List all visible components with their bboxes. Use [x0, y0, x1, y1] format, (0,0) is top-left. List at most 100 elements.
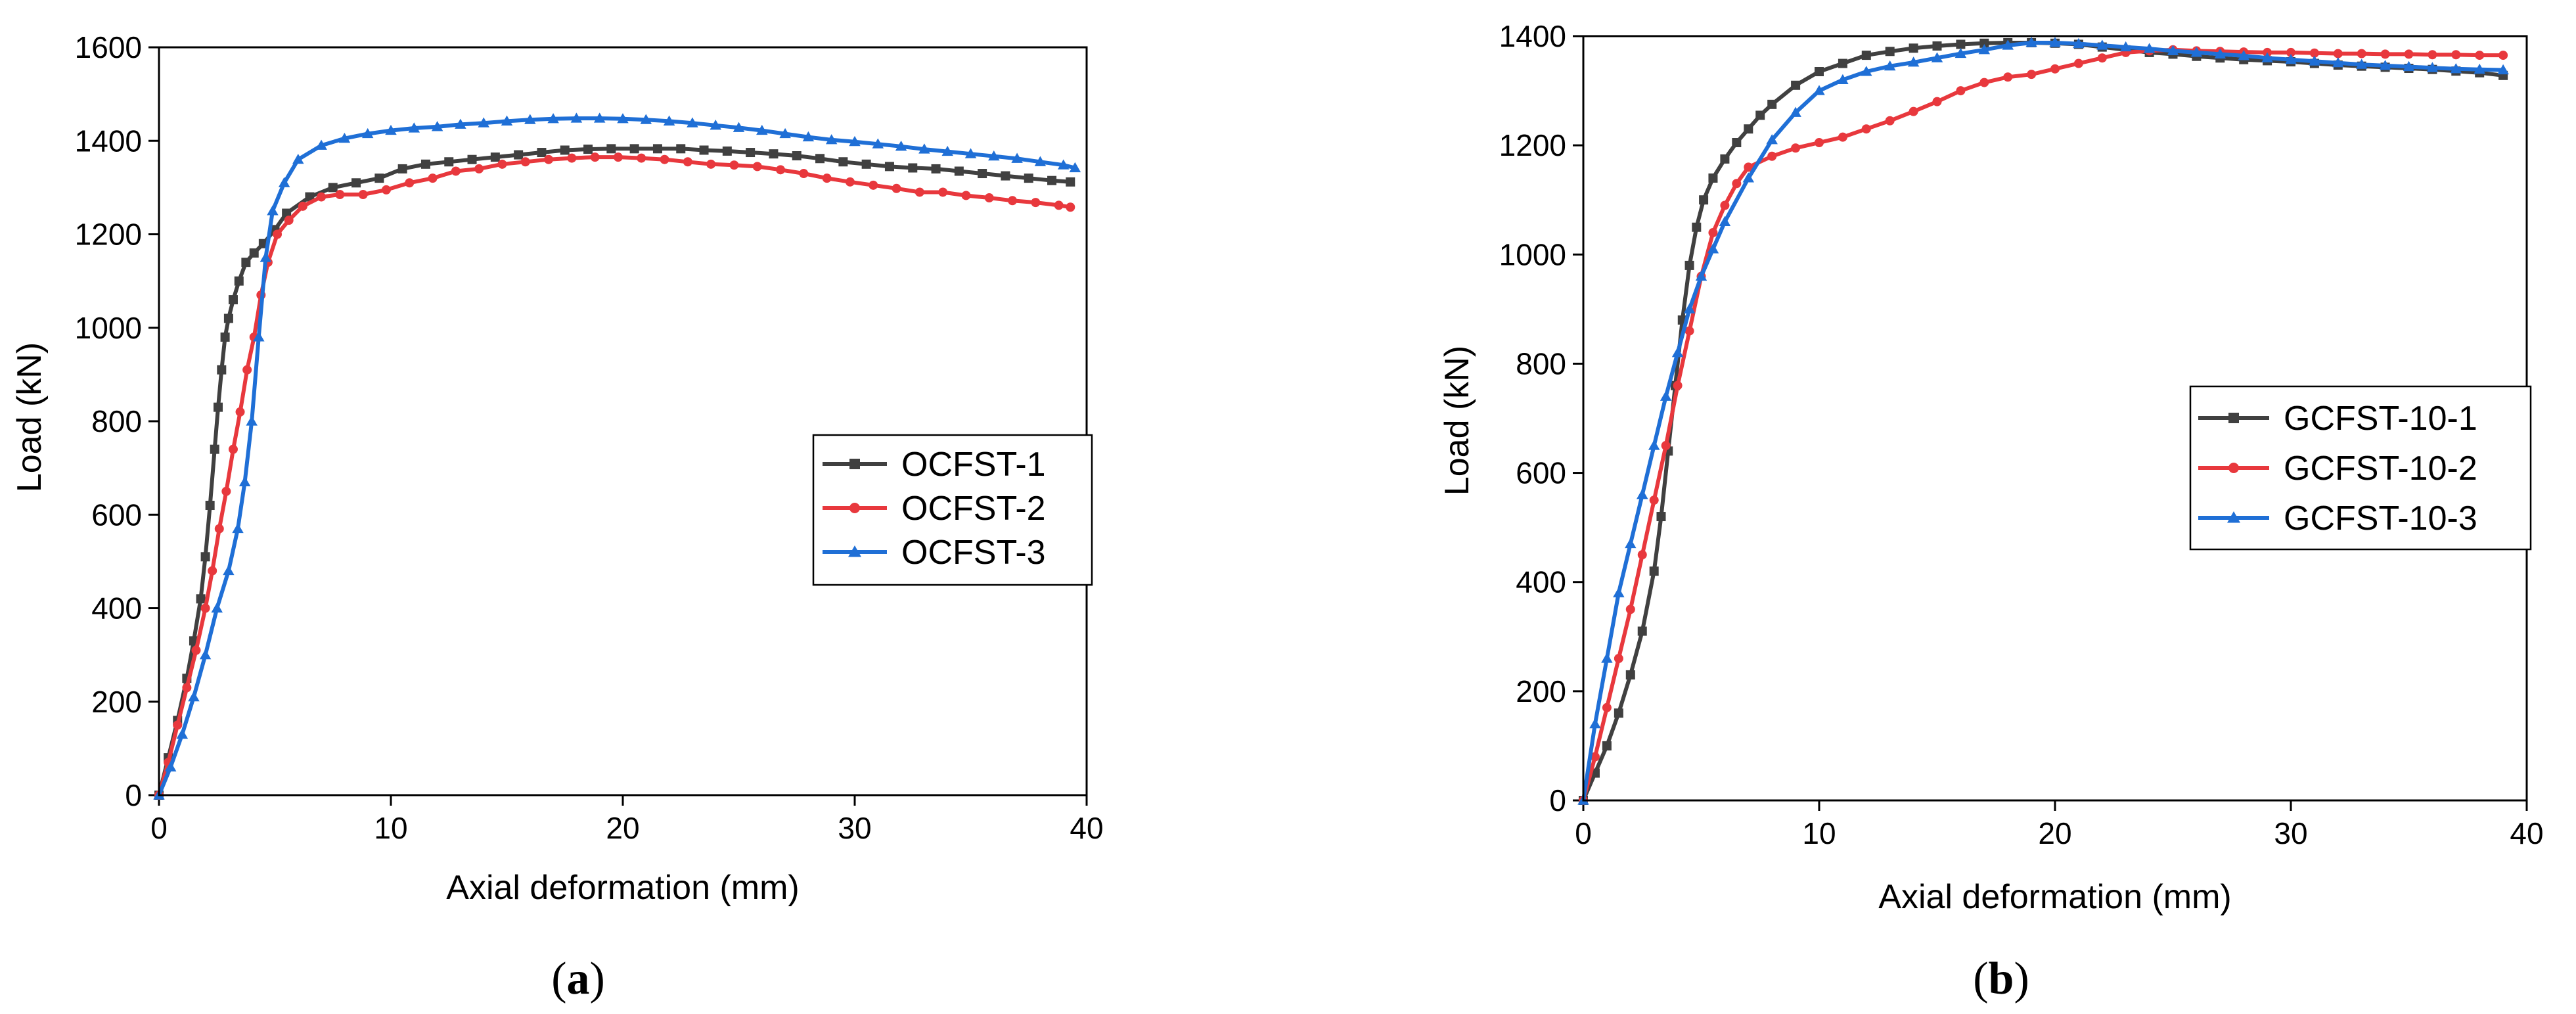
- data-point-OCFST-3: [188, 691, 200, 702]
- data-point-GCFST-10-2: [1673, 380, 1683, 390]
- data-point-OCFST-3: [593, 112, 606, 123]
- data-point-GCFST-10-2: [1684, 326, 1694, 336]
- data-point-GCFST-10-3: [1637, 489, 1648, 499]
- data-point-OCFST-1: [1024, 173, 1033, 183]
- data-point-OCFST-1: [838, 157, 848, 167]
- data-point-GCFST-10-2: [1885, 116, 1895, 126]
- data-point-OCFST-2: [1066, 202, 1075, 212]
- data-point-GCFST-10-2: [1815, 137, 1824, 147]
- x-tick-label: 0: [150, 811, 168, 845]
- y-tick-label: 0: [1549, 783, 1566, 818]
- data-point-GCFST-10-3: [2143, 43, 2156, 53]
- data-point-GCFST-10-1: [1932, 41, 1942, 51]
- data-point-GCFST-10-2: [2097, 53, 2107, 63]
- data-point-OCFST-3: [478, 117, 489, 127]
- legend-items-a: OCFST-1 OCFST-2 OCFST-3: [823, 446, 1046, 572]
- caption-letter-a: a: [567, 954, 590, 1004]
- data-point-OCFST-2: [1031, 198, 1041, 208]
- data-point-OCFST-1: [196, 594, 206, 604]
- data-point-OCFST-2: [317, 192, 327, 202]
- data-point-GCFST-10-2: [2050, 64, 2060, 74]
- data-point-GCFST-10-1: [1708, 173, 1718, 183]
- data-point-GCFST-10-2: [2428, 50, 2437, 60]
- data-point-OCFST-1: [560, 145, 570, 155]
- y-tick-label: 1400: [75, 124, 142, 158]
- data-point-OCFST-1: [606, 144, 616, 154]
- x-tick-label: 10: [374, 811, 407, 845]
- x-axis-label-b: Axial deformation (mm): [1878, 878, 2231, 916]
- caption-open-a: (: [551, 954, 566, 1004]
- data-point-GCFST-10-2: [1602, 703, 1612, 712]
- data-point-GCFST-10-1: [1838, 58, 1847, 68]
- data-point-GCFST-10-3: [1813, 85, 1825, 95]
- chart-panel-a: Load (kN) Axial deformation (mm) 0200400…: [11, 30, 1104, 1004]
- data-point-GCFST-10-1: [1637, 626, 1647, 636]
- legend-b: GCFST-10-1 GCFST-10-2 GCFST-10-3: [2189, 385, 2532, 551]
- data-point-OCFST-2: [660, 154, 669, 164]
- y-tick-label: 800: [91, 404, 142, 438]
- data-point-GCFST-10-2: [2003, 72, 2013, 82]
- data-point-GCFST-10-2: [2073, 58, 2083, 68]
- data-point-OCFST-1: [210, 444, 219, 454]
- x-tick-group-b: 0 10 20 30 40: [1575, 800, 2544, 850]
- legend-marker: [848, 545, 861, 557]
- data-point-OCFST-2: [845, 177, 855, 187]
- data-point-OCFST-3: [164, 761, 177, 772]
- legend-label: GCFST-10-3: [2284, 499, 2477, 538]
- data-point-OCFST-1: [884, 162, 894, 172]
- data-point-OCFST-1: [722, 146, 732, 156]
- data-point-OCFST-3: [211, 602, 223, 613]
- data-point-GCFST-10-2: [1625, 605, 1635, 614]
- y-tick-label: 400: [91, 591, 142, 626]
- data-point-OCFST-1: [746, 148, 756, 158]
- data-point-GCFST-10-1: [1767, 99, 1777, 109]
- data-point-GCFST-10-1: [1699, 195, 1709, 205]
- series-line-GCFST-10-3: [1581, 41, 2504, 801]
- data-point-OCFST-2: [915, 187, 924, 197]
- data-point-OCFST-3: [501, 115, 513, 126]
- data-point-OCFST-3: [176, 728, 189, 739]
- data-point-OCFST-1: [652, 144, 662, 154]
- data-point-GCFST-10-1: [1909, 43, 1918, 53]
- y-tick-label: 1600: [75, 30, 142, 64]
- x-axis-label-a: Axial deformation (mm): [446, 869, 799, 907]
- data-point-OCFST-2: [335, 190, 345, 200]
- data-point-OCFST-1: [200, 552, 210, 562]
- data-point-OCFST-2: [228, 444, 238, 454]
- data-point-OCFST-2: [298, 201, 307, 211]
- data-point-OCFST-2: [869, 180, 878, 190]
- legend-label: GCFST-10-2: [2284, 449, 2477, 488]
- legend-label: OCFST-1: [901, 446, 1046, 484]
- data-point-GCFST-10-3: [1589, 718, 1601, 729]
- data-point-OCFST-1: [282, 208, 292, 218]
- data-point-GCFST-10-2: [1732, 179, 1742, 189]
- data-point-OCFST-3: [617, 113, 629, 124]
- x-tick-label: 30: [838, 811, 871, 845]
- data-point-GCFST-10-3: [1625, 538, 1637, 549]
- data-point-OCFST-2: [497, 159, 507, 169]
- panel-caption-b: (b): [1973, 954, 2029, 1004]
- data-point-OCFST-2: [358, 190, 368, 200]
- data-point-GCFST-10-3: [2025, 37, 2037, 47]
- data-point-GCFST-10-2: [2498, 51, 2508, 60]
- data-point-OCFST-3: [1057, 159, 1070, 170]
- data-point-OCFST-1: [214, 402, 223, 412]
- legend-marker: [849, 459, 860, 469]
- data-point-OCFST-3: [253, 331, 265, 342]
- data-point-GCFST-10-2: [2286, 47, 2295, 57]
- data-point-GCFST-10-3: [2285, 53, 2297, 64]
- caption-close-b: ): [2014, 954, 2029, 1004]
- data-point-OCFST-2: [200, 603, 210, 613]
- data-point-GCFST-10-2: [1661, 441, 1671, 451]
- data-point-OCFST-2: [984, 193, 994, 203]
- data-point-GCFST-10-3: [1719, 216, 1731, 227]
- data-point-OCFST-2: [776, 165, 786, 175]
- data-point-GCFST-10-2: [1720, 200, 1730, 210]
- data-point-OCFST-3: [895, 141, 907, 151]
- plot-frame-a: [158, 46, 1088, 796]
- x-tick-label: 40: [2510, 816, 2543, 850]
- data-point-OCFST-1: [490, 152, 500, 162]
- data-point-GCFST-10-2: [1909, 106, 1918, 116]
- data-point-GCFST-10-3: [1613, 587, 1625, 597]
- data-point-GCFST-10-1: [1649, 566, 1659, 576]
